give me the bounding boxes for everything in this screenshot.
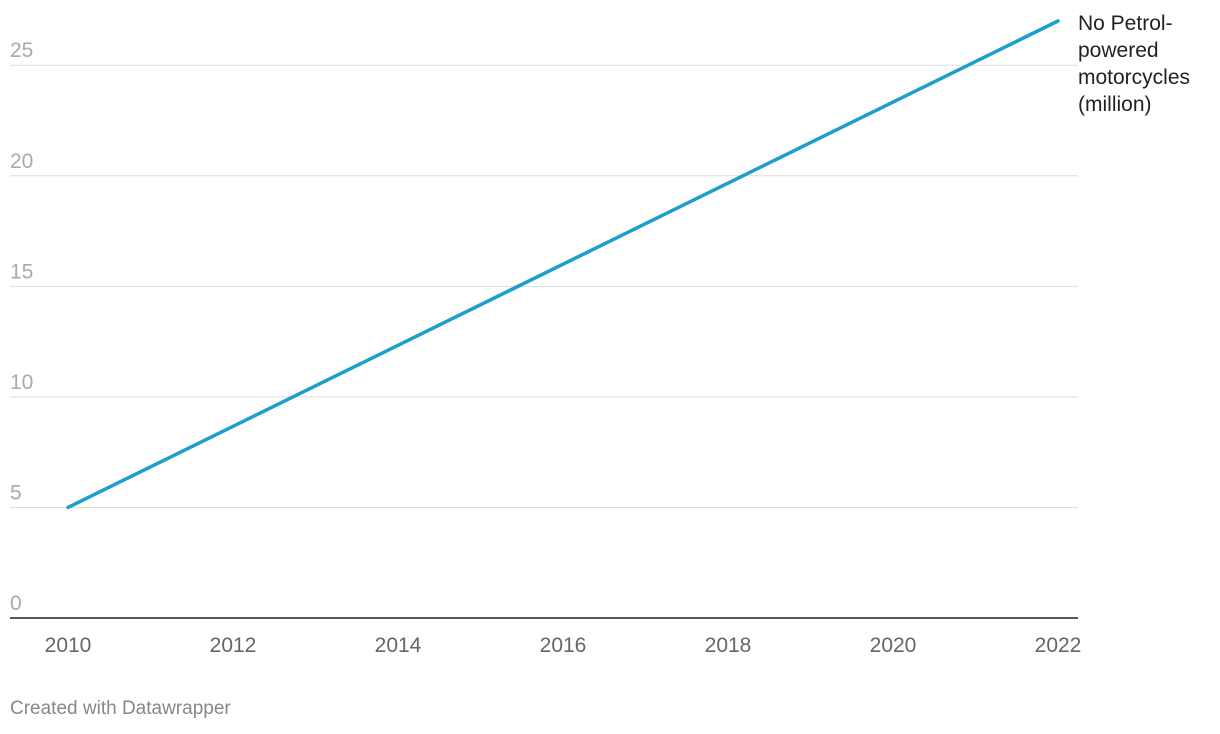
x-tick-label: 2010 [45,634,92,657]
y-tick-label: 15 [10,260,33,283]
y-tick-label: 5 [10,481,22,504]
y-tick-label: 25 [10,39,33,62]
series-label: No Petrol-powered motorcycles (million) [1078,12,1191,116]
y-tick-label: 10 [10,371,33,394]
y-tick-label: 0 [10,592,22,615]
x-tick-label: 2014 [375,634,422,657]
line [66,19,1060,510]
credit: Created with Datawrapper [10,698,231,719]
x-tick-label: 2018 [705,634,752,657]
y-tick-label: 20 [10,150,33,173]
x-tick-label: 2020 [870,634,917,657]
x-tick-label: 2022 [1035,634,1082,657]
x-tick-label: 2016 [540,634,587,657]
x-tick-label: 2012 [210,634,257,657]
